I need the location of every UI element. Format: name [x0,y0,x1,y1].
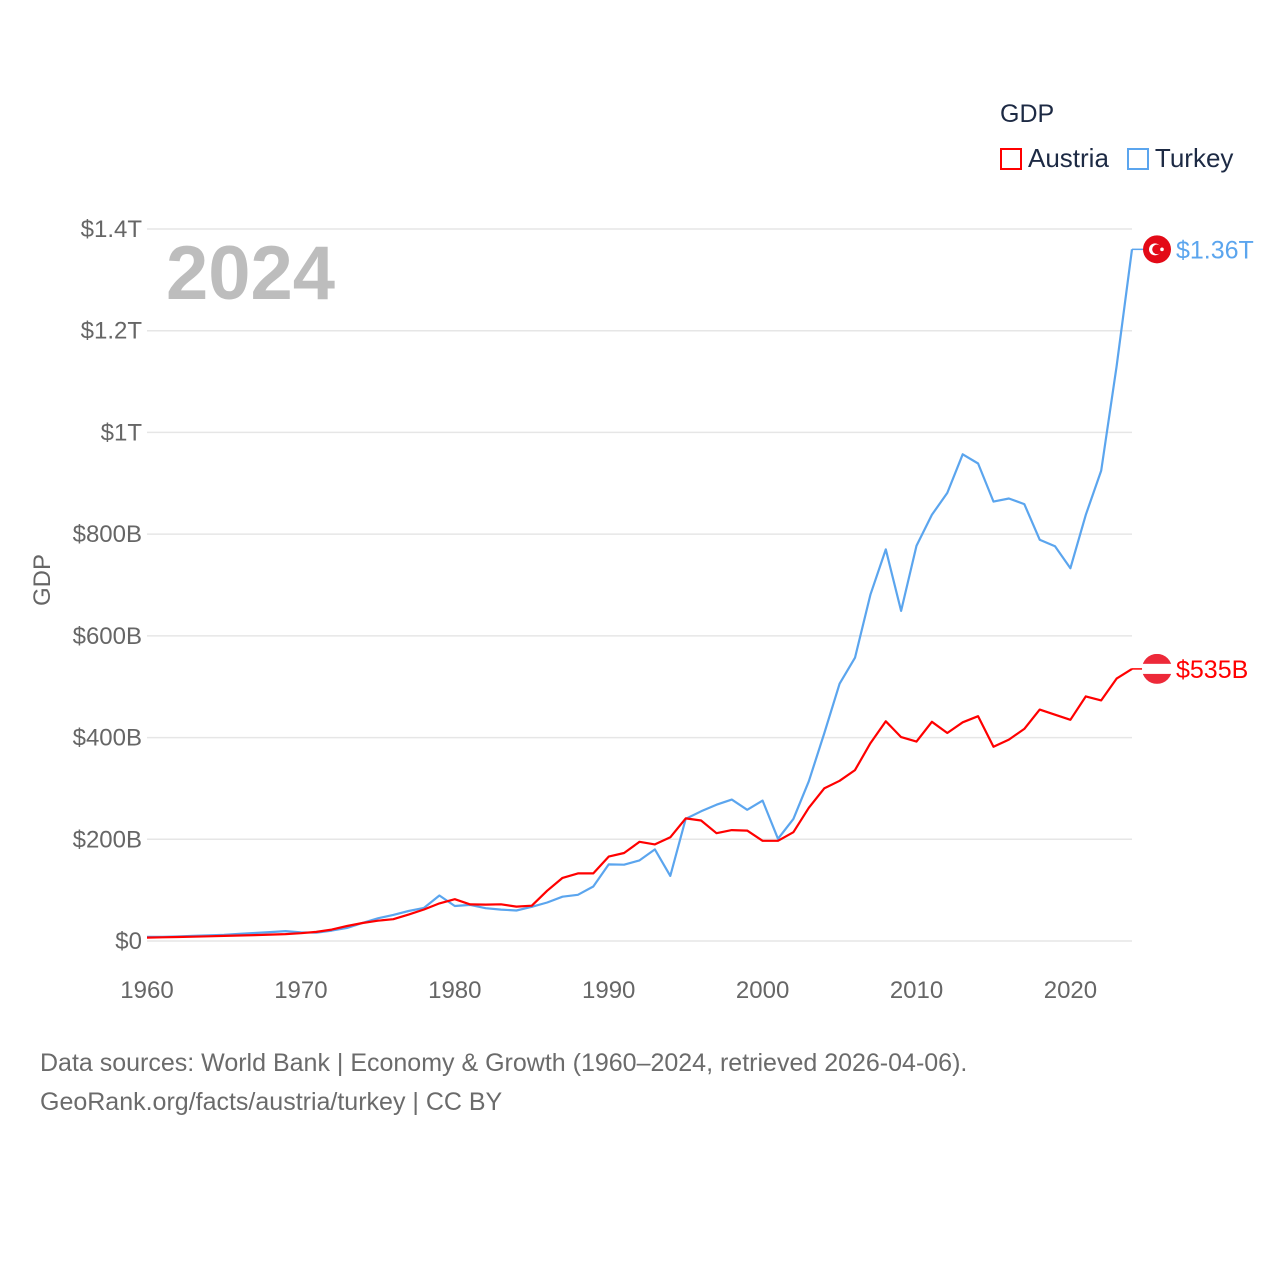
y-tick-label: $1.2T [81,318,143,345]
turkey-flag-star [1160,247,1164,252]
y-tick-label: $600B [73,623,142,650]
current-year-label: 2024 [166,231,336,316]
x-tick-label: 2000 [736,977,789,1004]
y-tick-label: $200B [73,826,142,853]
legend-label: Turkey [1154,143,1234,173]
series-line-austria [146,667,1133,939]
legend: Austria Turkey [1000,143,1233,174]
footer: Data sources: World Bank | Economy & Gro… [40,1044,967,1122]
austria-swatch [1000,147,1022,170]
x-tick-label: 2010 [890,977,943,1004]
y-tick-label: $0 [115,928,142,955]
x-tick-label: 1990 [582,977,635,1004]
legend-title: GDP [1000,100,1055,128]
austria-flag-stripe [1142,673,1172,684]
series-line-turkey [147,249,1134,939]
attribution[interactable]: GeoRank.org/facts/austria/turkey | CC BY [40,1088,503,1116]
austria-flag-stripe [1142,663,1172,674]
y-tick-label: $400B [73,725,142,752]
x-tick-label: 2020 [1044,977,1097,1004]
turkey-flag-crescent-cut [1152,244,1162,255]
austria-flag-stripe [1142,653,1172,664]
legend-label: Austria [1028,143,1109,173]
y-tick-label: $800B [73,521,142,548]
y-tick-label: $1.4T [81,216,143,243]
end-value-label: $535B [1176,656,1248,684]
legend-item-turkey[interactable]: Turkey [1126,143,1234,174]
turkey-swatch [1126,147,1149,170]
y-tick-label: $1T [101,419,143,446]
legend-item-austria[interactable]: Austria [1000,143,1109,174]
x-tick-label: 1960 [120,977,173,1004]
y-axis-label: GDP [29,554,56,606]
data-sources: Data sources: World Bank | Economy & Gro… [40,1049,968,1077]
end-value-label: $1.36T [1176,236,1254,264]
x-tick-label: 1970 [274,977,327,1004]
x-tick-label: 1980 [428,977,481,1004]
